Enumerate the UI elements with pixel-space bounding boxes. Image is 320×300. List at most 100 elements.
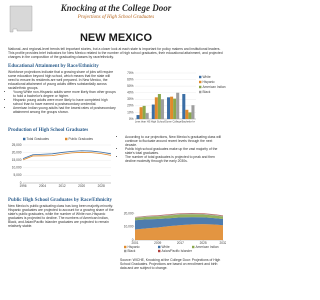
legend-label: Hispanic [203, 80, 216, 84]
bullet: Hispanic young adults were more likely t… [13, 98, 118, 106]
legend-label: American Indian [203, 85, 226, 89]
section: Production of High School Graduates Accor… [8, 128, 224, 163]
y-tick-label: 20,000 [12, 150, 22, 154]
section-heading: Educational Attainment by Race/Ethnicity [8, 64, 99, 69]
chart: 0% 10% 20% 30% 40% 50% 60% 70% Less than HS High … [127, 71, 226, 124]
line [22, 151, 112, 161]
x-tick-label: 2032 [219, 241, 226, 245]
bar [173, 98, 177, 119]
y-tick-label: 25,000 [12, 143, 22, 147]
y-tick-label: 60% [127, 77, 134, 81]
bar [167, 97, 171, 119]
chart: 0 10,000 20,000 2001 2009 2017 2025 2032 Hispani… [124, 211, 226, 253]
x-tick-label: 2017 [177, 241, 184, 245]
legend-label: American Indian [196, 245, 219, 249]
section-heading: Public High School Graduates by Race/Eth… [8, 198, 113, 203]
legend-swatch [158, 245, 161, 249]
state-map [9, 5, 33, 33]
legend-swatch [124, 249, 127, 253]
legend-label: Total Graduates [27, 137, 50, 141]
bar [188, 112, 192, 119]
bar [170, 96, 174, 119]
legend-swatch [199, 90, 202, 94]
intro: National- and regional-level trends tell… [8, 47, 223, 59]
bar [136, 115, 140, 119]
bar [151, 104, 155, 119]
y-tick-label: 40% [127, 91, 134, 95]
x-tick-label: 1996 [19, 184, 26, 188]
title: Knocking at the College Door [60, 3, 172, 13]
bullet: According to our projections, New Mexico… [125, 135, 224, 147]
y-tick-label: 10% [127, 110, 134, 114]
paragraph: Workforce projections indicate that a gr… [8, 70, 114, 90]
legend-label: White [203, 75, 211, 79]
bar [145, 113, 149, 119]
footer: Source: WICHE, Knocking at the College D… [120, 258, 221, 270]
x-tick-label: 2025 [200, 241, 207, 245]
legend-swatch [124, 245, 127, 249]
legend-label: White [162, 245, 170, 249]
section-heading: Production of High School Graduates [8, 128, 89, 133]
y-tick-label: 0 [20, 181, 22, 185]
legend-swatch [23, 137, 26, 141]
legend-swatch [199, 85, 202, 89]
y-tick-label: 20% [127, 104, 134, 108]
legend-label: Black [203, 90, 211, 94]
legend-swatch [199, 75, 202, 79]
bullet: Public high school graduates make up the… [125, 147, 224, 155]
y-tick-label: 10,000 [12, 166, 22, 170]
state-name: NEW MEXICO [79, 32, 153, 44]
x-tick-label: 2004 [39, 184, 46, 188]
x-tick-label: 2009 [154, 241, 161, 245]
y-tick-label: 30% [127, 97, 134, 101]
legend-swatch [199, 80, 202, 84]
x-tick-label: Less than HS [135, 120, 151, 124]
bullet-list: Young White non-Hispanic adults were mor… [8, 90, 118, 114]
y-tick-label: 70% [127, 71, 134, 75]
legend-swatch [192, 245, 195, 249]
legend-label: Black [128, 249, 136, 253]
legend-swatch [65, 137, 68, 141]
x-tick-label: 2028 [98, 184, 105, 188]
section: Educational Attainment by Race/Ethnicity… [8, 64, 118, 114]
bullet-list: According to our projections, New Mexico… [120, 135, 224, 163]
bullet: The number of total graduates is project… [125, 155, 224, 163]
area [135, 217, 223, 230]
area [135, 212, 223, 218]
bar [185, 109, 189, 119]
y-tick-label: 0 [132, 238, 134, 242]
area [135, 224, 223, 240]
page: Knocking at the College Door Projections… [0, 0, 232, 300]
bullet: American Indian young adults had the low… [13, 106, 118, 114]
bar [176, 92, 180, 119]
subtitle: Projections of High School Graduates [77, 15, 155, 20]
section-body: According to our projections, New Mexico… [120, 135, 224, 163]
y-tick-label: 50% [127, 84, 134, 88]
y-tick-label: 0% [129, 117, 134, 121]
legend-label: Asian/Pacific Islander [162, 249, 193, 253]
x-tick-label: Some College [165, 120, 182, 124]
bar [157, 94, 161, 119]
x-tick-label: 2020 [78, 184, 85, 188]
y-tick-label: 5,000 [14, 173, 22, 177]
legend-label: Public Graduates [69, 137, 94, 141]
bar [154, 97, 158, 119]
x-tick-label: Bachelor's+ [182, 120, 196, 124]
line [22, 150, 112, 160]
bar [182, 94, 186, 119]
chart: 0 5,000 10,000 15,000 20,000 25,000 1996 2004 20… [12, 137, 112, 188]
x-tick-label: High School [151, 120, 165, 124]
y-tick-label: 10,000 [124, 225, 134, 229]
y-tick-label: 15,000 [12, 158, 22, 162]
x-tick-label: 2012 [59, 184, 66, 188]
bar [191, 105, 195, 119]
bar [142, 105, 146, 119]
section: Public High School Graduates by Race/Eth… [8, 198, 116, 228]
area [135, 213, 223, 218]
area [135, 214, 223, 221]
y-tick-label: 20,000 [124, 211, 134, 215]
legend-swatch [158, 249, 161, 253]
bar [160, 99, 164, 119]
bar [139, 107, 143, 119]
x-tick-label: 2001 [131, 241, 138, 245]
